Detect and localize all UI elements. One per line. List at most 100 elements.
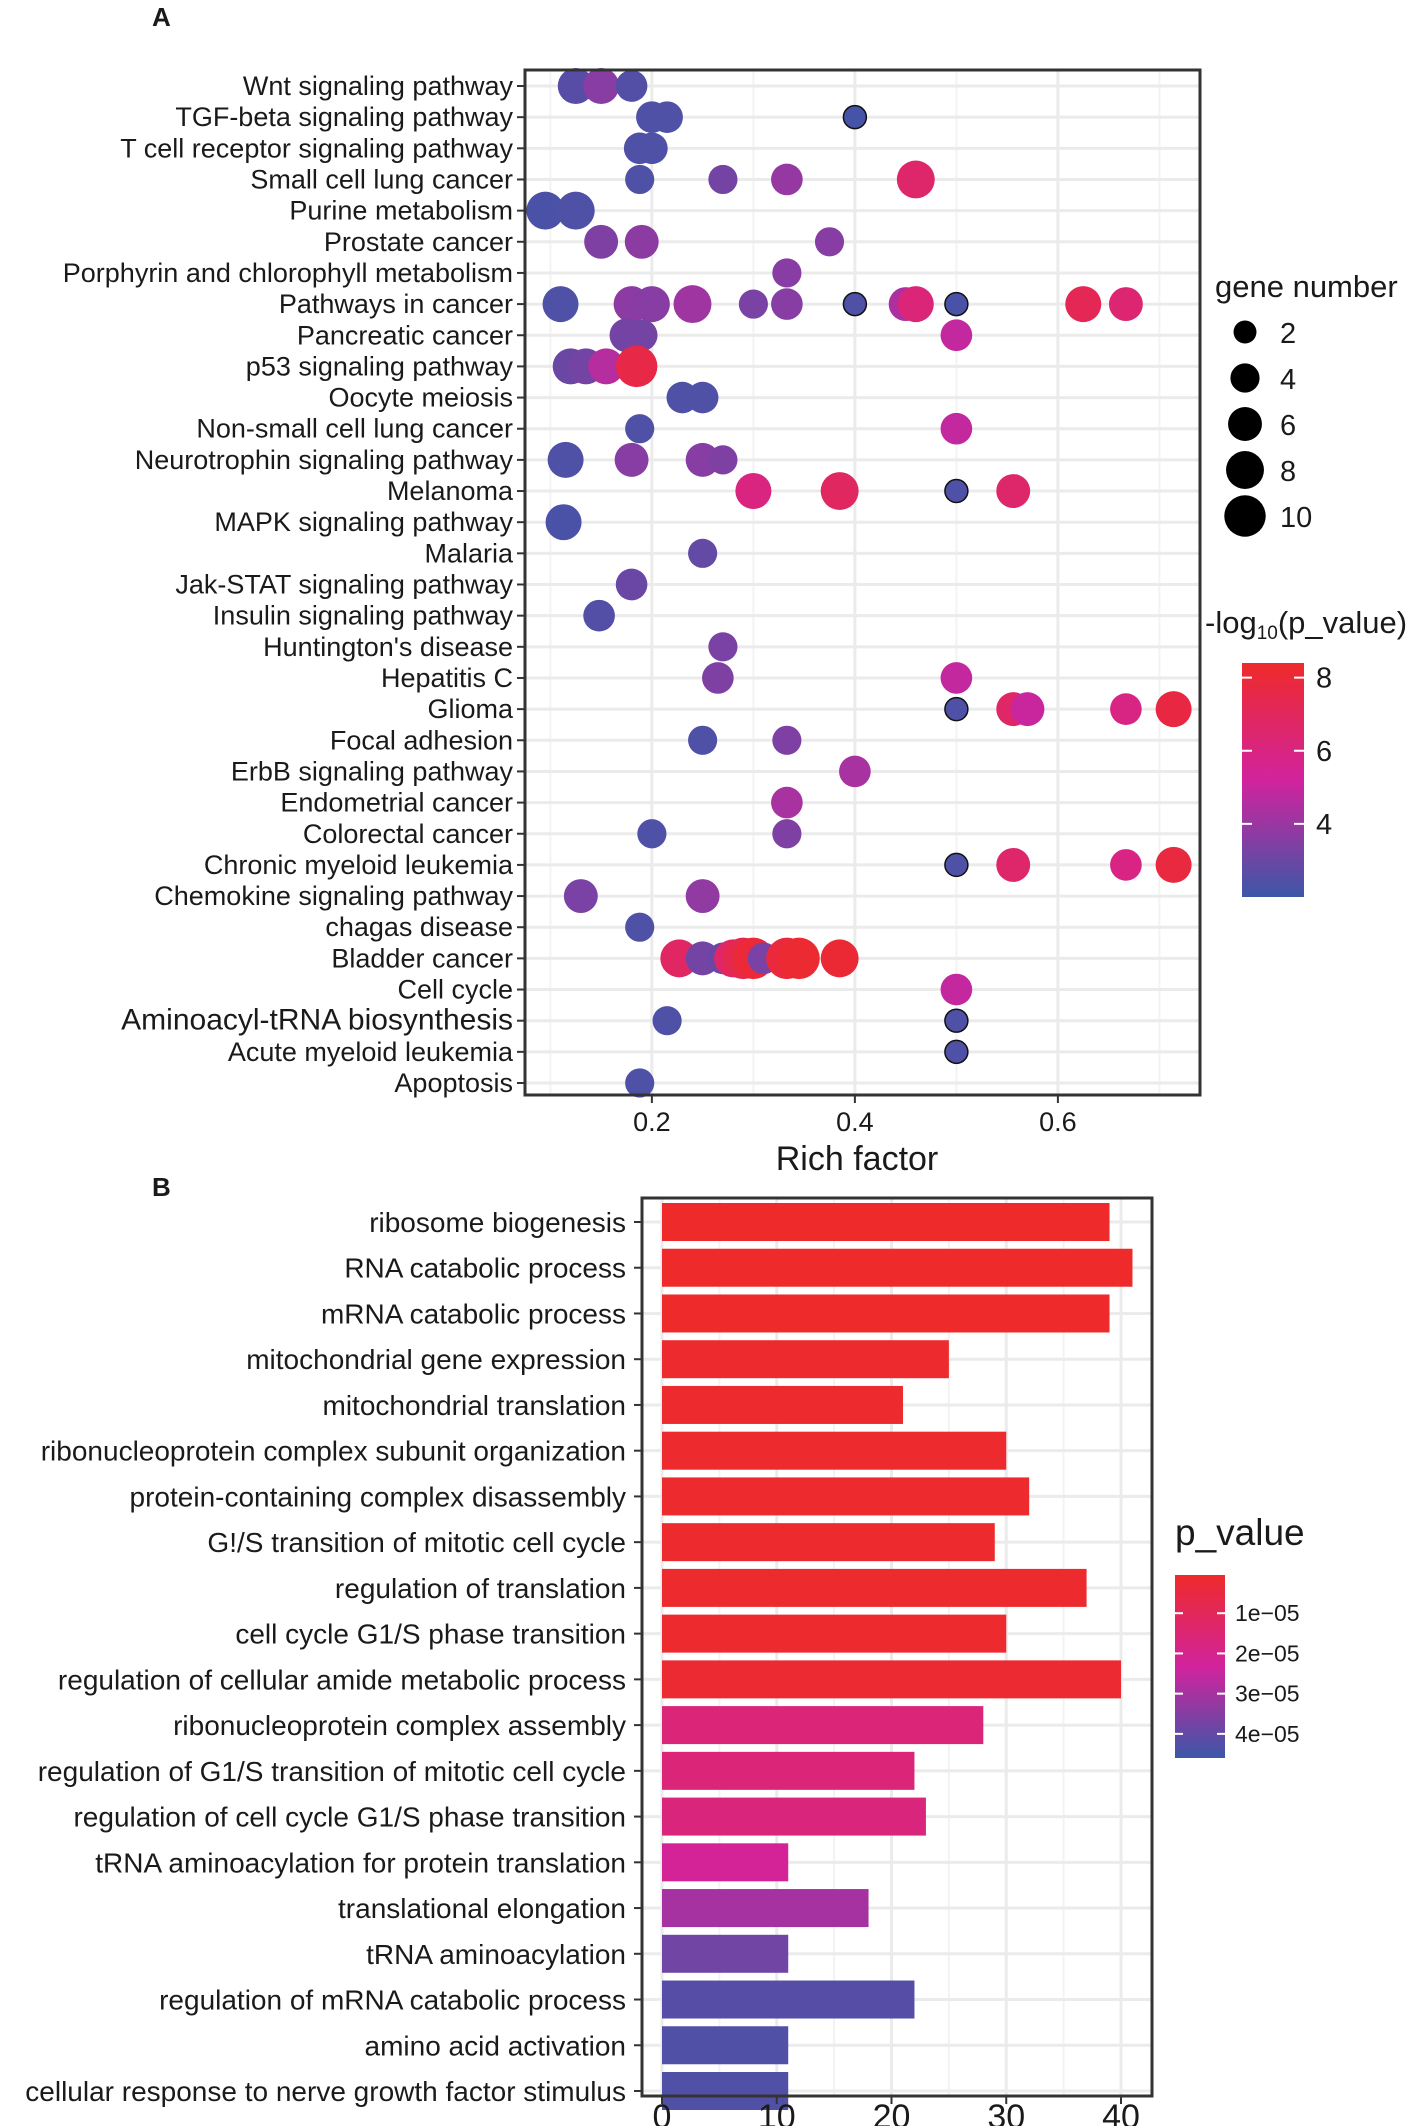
data-point (842, 291, 868, 317)
panel-a-x-axis-title: Rich factor (776, 1140, 939, 1178)
data-point (940, 319, 973, 352)
y-tick-label: Chronic myeloid leukemia (204, 850, 514, 880)
bar (662, 2072, 789, 2110)
data-point (778, 937, 820, 980)
x-tick-label: 0.4 (836, 1107, 874, 1137)
y-tick-label: Melanoma (387, 476, 514, 506)
x-tick-label: 0.2 (633, 1107, 671, 1137)
data-point (583, 599, 615, 632)
data-point (625, 912, 655, 942)
panel-a-label: A (152, 2, 171, 32)
data-point (896, 160, 935, 199)
y-tick-label: Bladder cancer (331, 943, 513, 973)
x-tick-label: 40 (1102, 2098, 1140, 2126)
panel-a-frame (523, 68, 1202, 1097)
data-point (651, 101, 683, 133)
y-tick-label: Purine metabolism (289, 196, 513, 226)
y-tick-label: ribosome biogenesis (369, 1207, 626, 1238)
y-tick-label: regulation of translation (335, 1573, 626, 1604)
gene-number-legend-title: gene number (1215, 269, 1398, 304)
data-point (940, 973, 973, 1006)
data-point (1155, 846, 1192, 883)
x-tick-label: 20 (873, 2098, 911, 2126)
data-point (708, 445, 738, 475)
bar (662, 1523, 995, 1562)
data-point (940, 412, 973, 445)
color-bar (1175, 1575, 1225, 1758)
log-p-value-legend-title: -log10(p_value) (1205, 605, 1407, 644)
y-tick-label: mitochondrial translation (323, 1390, 627, 1421)
bar (662, 1431, 1007, 1470)
data-point (545, 504, 582, 541)
data-point (772, 258, 802, 288)
y-tick-label: Wnt signaling pathway (243, 71, 514, 101)
bar (662, 1248, 1133, 1287)
y-tick-label: Malaria (424, 538, 514, 568)
data-point (772, 725, 802, 755)
bar (662, 2026, 789, 2065)
data-point (944, 478, 969, 504)
data-point (771, 786, 803, 819)
y-tick-label: TGF-beta signaling pathway (175, 102, 513, 132)
y-tick-label: p53 signaling pathway (246, 351, 514, 381)
data-point (820, 472, 859, 510)
data-point (615, 345, 658, 388)
bar (662, 1751, 915, 1790)
log-p-value-legend: -log10(p_value) 4 6 8 (1205, 605, 1407, 897)
panel-a-x-ticks: 0.2 0.4 0.6 (633, 1095, 1077, 1137)
data-point (636, 132, 668, 165)
bar (662, 1980, 915, 2019)
y-tick-label: Huntington's disease (263, 632, 513, 662)
size-legend-dot (1228, 407, 1262, 441)
y-tick-label: cellular response to nerve growth factor… (25, 2076, 626, 2107)
bar (662, 1340, 949, 1379)
p-value-legend-title: p_value (1175, 1512, 1305, 1553)
y-tick-label: Endometrial cancer (280, 788, 513, 818)
data-point (624, 224, 659, 259)
data-point (685, 879, 720, 914)
y-tick-label: regulation of G1/S transition of mitotic… (38, 1756, 626, 1787)
size-legend-dot (1233, 320, 1257, 344)
data-point (944, 1039, 969, 1065)
y-tick-label: T cell receptor signaling pathway (120, 133, 513, 163)
color-bar-label: 3e−05 (1235, 1681, 1300, 1707)
data-point (944, 852, 969, 878)
data-point (584, 224, 619, 259)
data-point (563, 879, 598, 914)
panel-b-frame (640, 1196, 1154, 2098)
size-legend-dot (1226, 451, 1264, 489)
data-point (708, 632, 738, 662)
color-bar-label: 4e−05 (1235, 1721, 1300, 1747)
panel-b-barplot: ribosome biogenesis RNA catabolic process… (25, 1196, 1305, 2126)
y-tick-label: regulation of cellular amide metabolic p… (58, 1664, 626, 1695)
bar (662, 1614, 1007, 1653)
y-tick-label: Colorectal cancer (303, 819, 513, 849)
data-point (688, 538, 718, 568)
size-legend-dot (1224, 495, 1266, 537)
data-point (688, 725, 718, 755)
y-tick-label: ribonucleoprotein complex subunit organi… (41, 1436, 626, 1467)
color-bar-label: 1e−05 (1235, 1600, 1300, 1626)
data-point (944, 1008, 969, 1033)
data-point (633, 286, 670, 323)
y-tick-label: Pathways in cancer (279, 289, 513, 319)
y-tick-label: Small cell lung cancer (250, 164, 513, 194)
y-tick-label: Non-small cell lung cancer (196, 414, 513, 444)
data-point (944, 291, 969, 317)
bar (662, 1385, 903, 1424)
data-point (1110, 849, 1142, 881)
data-point (771, 288, 803, 320)
x-tick-label: 30 (987, 2098, 1025, 2126)
y-tick-label: Focal adhesion (330, 725, 513, 755)
y-tick-label: regulation of mRNA catabolic process (159, 1985, 626, 2016)
data-point (842, 104, 868, 130)
data-point (820, 939, 859, 978)
data-point (771, 163, 803, 196)
panel-b-bars (662, 1203, 1133, 2110)
size-legend-label: 2 (1280, 318, 1296, 350)
panel-a-points (526, 68, 1192, 1098)
y-tick-label: Apoptosis (394, 1068, 513, 1098)
data-point (686, 381, 719, 414)
